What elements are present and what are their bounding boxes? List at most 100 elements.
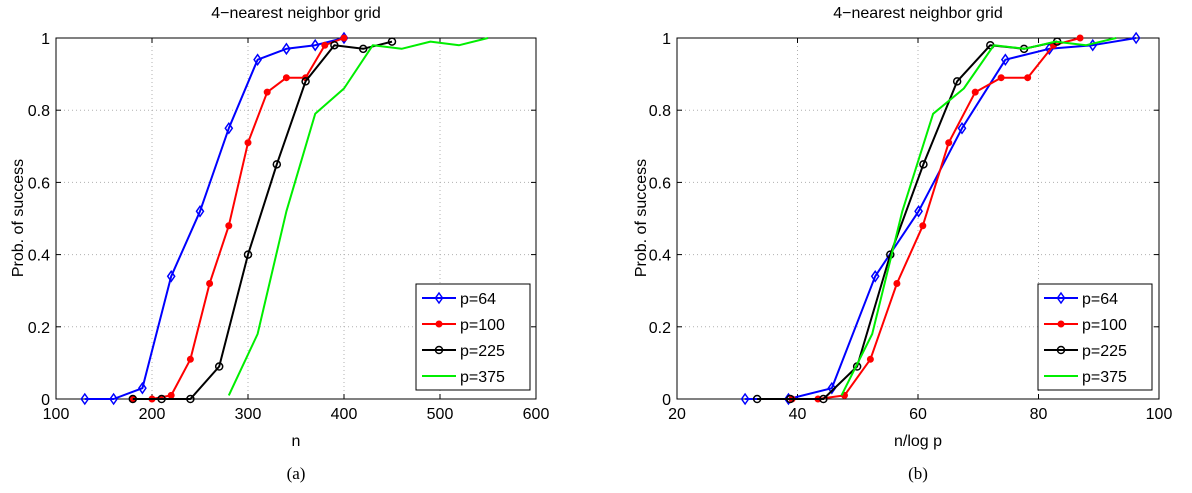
y-tick-label: 0.4 bbox=[649, 248, 671, 265]
y-tick-labels: 0 0.2 0.4 0.6 0.8 1 bbox=[28, 31, 50, 409]
data-point bbox=[109, 392, 119, 406]
y-tick-label: 0.2 bbox=[649, 320, 671, 337]
data-point bbox=[166, 269, 176, 283]
data-point bbox=[195, 204, 205, 218]
x-tick-label: 80 bbox=[1030, 406, 1048, 423]
data-point bbox=[167, 391, 175, 399]
chart-title: 4−nearest neighbor grid bbox=[211, 5, 380, 22]
series-line bbox=[840, 37, 1117, 396]
y-tick-label: 0.8 bbox=[28, 103, 50, 120]
data-point bbox=[387, 37, 397, 46]
data-point bbox=[752, 394, 762, 404]
data-point bbox=[971, 88, 979, 96]
series-line bbox=[132, 40, 393, 400]
legend-marker bbox=[435, 320, 443, 328]
y-tick-label: 1 bbox=[662, 31, 671, 48]
legend-label: p=225 bbox=[460, 343, 505, 360]
x-tick-label: 500 bbox=[427, 406, 454, 423]
data-point bbox=[80, 392, 90, 406]
data-point bbox=[186, 394, 195, 404]
data-point bbox=[914, 204, 924, 218]
legend-item: p=225 bbox=[1044, 343, 1127, 360]
legend-marker bbox=[434, 345, 444, 355]
y-tick-label: 0.8 bbox=[649, 103, 671, 120]
data-point bbox=[157, 394, 166, 404]
data-point bbox=[827, 381, 837, 395]
legend-box bbox=[1037, 283, 1153, 391]
data-point bbox=[957, 121, 967, 135]
x-tick-label: 40 bbox=[789, 406, 807, 423]
y-axis-label: Prob. of success bbox=[10, 159, 27, 277]
data-point bbox=[321, 41, 329, 49]
data-point bbox=[1000, 53, 1010, 66]
legend-marker bbox=[1056, 345, 1066, 355]
legend-box bbox=[415, 283, 531, 391]
legend-marker bbox=[1057, 320, 1065, 328]
series-layer bbox=[740, 31, 1141, 406]
x-tick-labels: 20 40 60 80 100 bbox=[668, 406, 1172, 423]
data-point bbox=[952, 77, 962, 86]
x-tick-label: 600 bbox=[523, 406, 550, 423]
x-tick-labels: 100 200 300 400 500 600 bbox=[43, 406, 550, 423]
y-grid bbox=[677, 109, 1159, 328]
data-point bbox=[128, 394, 138, 404]
data-point bbox=[224, 121, 234, 135]
series-p=225 bbox=[128, 37, 397, 404]
y-tick-label: 0.2 bbox=[28, 320, 50, 337]
data-point bbox=[137, 381, 147, 395]
data-point bbox=[1076, 34, 1084, 42]
series-p=64 bbox=[80, 31, 349, 406]
series-p=375 bbox=[227, 37, 489, 396]
legend-marker bbox=[434, 291, 444, 305]
data-point bbox=[186, 355, 194, 363]
x-tick-label: 100 bbox=[43, 406, 70, 423]
y-tick-label: 0 bbox=[662, 392, 671, 409]
data-point bbox=[893, 279, 901, 287]
legend-item: p=375 bbox=[1044, 369, 1127, 386]
data-point bbox=[919, 222, 927, 230]
legend-item: p=225 bbox=[422, 343, 505, 360]
data-point bbox=[282, 74, 290, 82]
data-point bbox=[819, 394, 828, 404]
tick-marks bbox=[55, 37, 537, 400]
chart-b: 20 40 60 80 100 0 0.2 0.4 0.6 0.8 1 4−nearest nei… bbox=[633, 5, 1172, 483]
series-p=100 bbox=[788, 34, 1084, 403]
legend: p=64 p=100 p=225 p=375 bbox=[415, 283, 531, 391]
legend-item: p=100 bbox=[1044, 317, 1127, 334]
data-point bbox=[997, 74, 1005, 82]
data-point bbox=[866, 355, 874, 363]
legend-item: p=64 bbox=[1044, 291, 1118, 308]
data-point bbox=[340, 34, 348, 42]
data-point bbox=[870, 269, 880, 283]
y-axis-label: Prob. of success bbox=[633, 159, 650, 277]
data-point bbox=[301, 77, 310, 86]
plot-frame bbox=[55, 37, 537, 400]
y-tick-label: 0 bbox=[41, 392, 50, 409]
data-point bbox=[253, 53, 263, 66]
data-point bbox=[263, 88, 271, 96]
series-layer bbox=[80, 31, 489, 406]
data-point bbox=[330, 40, 339, 50]
data-point bbox=[244, 139, 252, 147]
data-point bbox=[243, 250, 253, 259]
data-point bbox=[786, 394, 795, 404]
series-line bbox=[84, 37, 345, 400]
data-point bbox=[214, 362, 224, 371]
x-tick-label: 300 bbox=[235, 406, 262, 423]
data-point bbox=[919, 160, 928, 169]
legend: p=64 p=100 p=225 p=375 bbox=[1037, 283, 1153, 391]
x-tick-label: 60 bbox=[909, 406, 927, 423]
tick-marks bbox=[676, 37, 1160, 400]
legend-label: p=64 bbox=[1082, 291, 1118, 308]
chart-title: 4−nearest neighbor grid bbox=[833, 5, 1002, 22]
legend-label: p=100 bbox=[460, 317, 505, 334]
y-tick-label: 0.6 bbox=[649, 175, 671, 192]
legend-marker bbox=[1056, 291, 1066, 305]
legend-item: p=375 bbox=[422, 369, 505, 386]
data-point bbox=[281, 42, 291, 56]
legend-label: p=375 bbox=[460, 369, 505, 386]
legend-item: p=100 bbox=[422, 317, 505, 334]
x-tick-label: 200 bbox=[139, 406, 166, 423]
series-p=375 bbox=[840, 37, 1117, 396]
